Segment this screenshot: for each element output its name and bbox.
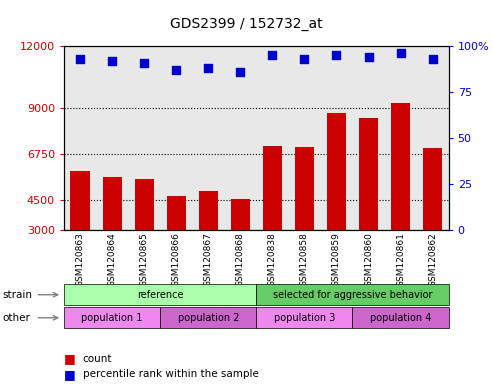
Bar [231, 199, 250, 292]
Point [140, 60, 148, 66]
Text: other: other [2, 313, 31, 323]
Point [173, 67, 180, 73]
Bar [199, 192, 218, 292]
Text: population 4: population 4 [370, 313, 431, 323]
Bar [70, 171, 90, 292]
Bar [391, 103, 410, 292]
Point [396, 50, 404, 56]
Text: population 3: population 3 [274, 313, 335, 323]
Bar [423, 149, 442, 292]
Text: GDS2399 / 152732_at: GDS2399 / 152732_at [170, 17, 323, 31]
Bar [167, 195, 186, 292]
Bar [135, 179, 154, 292]
Text: ■: ■ [64, 353, 76, 366]
Text: selected for aggressive behavior: selected for aggressive behavior [273, 290, 432, 300]
Point [236, 69, 244, 75]
Point [204, 65, 212, 71]
Text: percentile rank within the sample: percentile rank within the sample [83, 369, 259, 379]
Text: population 1: population 1 [81, 313, 143, 323]
Point [364, 54, 373, 60]
Bar [327, 113, 346, 292]
Text: ■: ■ [64, 368, 76, 381]
Point [76, 56, 84, 62]
Point [108, 58, 116, 64]
Text: population 2: population 2 [177, 313, 239, 323]
Bar [359, 118, 378, 292]
Text: strain: strain [2, 290, 33, 300]
Point [428, 56, 437, 62]
Bar [295, 147, 314, 292]
Text: reference: reference [137, 290, 183, 300]
Text: count: count [83, 354, 112, 364]
Point [332, 52, 340, 58]
Point [268, 52, 276, 58]
Bar [103, 177, 122, 292]
Point [300, 56, 309, 62]
Bar [263, 146, 282, 292]
